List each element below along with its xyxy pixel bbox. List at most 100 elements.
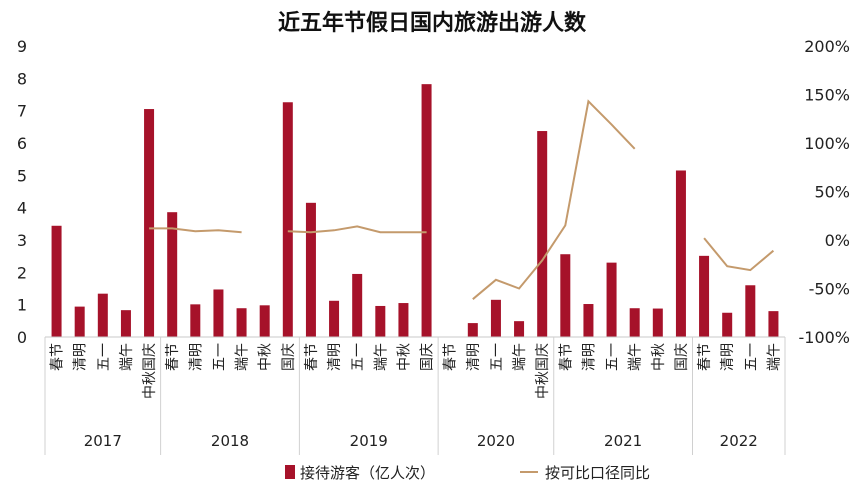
left-tick-label: 8: [17, 69, 27, 88]
legend-line-label: 按可比口径同比: [545, 464, 650, 482]
bar: [329, 300, 340, 337]
category-label: 清明: [73, 343, 89, 371]
category-label: 中秋国庆: [535, 343, 551, 399]
left-axis: 0 1 2 3 4 5 6 7 8 9: [17, 37, 27, 347]
year-label: 2022: [720, 432, 758, 450]
year-label: 2020: [477, 432, 515, 450]
yoy-line-segment: [703, 237, 775, 272]
bar: [74, 306, 85, 337]
bar: [167, 212, 178, 337]
yoy-line-segment: [149, 227, 242, 234]
category-label: 端午: [512, 343, 528, 371]
bar: [629, 308, 640, 337]
left-tick-label: 4: [17, 199, 27, 218]
bar: [259, 305, 270, 337]
right-axis: -100% -50% 0% 50% 100% 150% 200%: [798, 37, 850, 347]
bar: [606, 262, 617, 337]
line-series: [149, 99, 775, 300]
category-label: 国庆: [674, 343, 690, 371]
bar: [282, 102, 293, 337]
bar: [421, 84, 432, 337]
category-label: 清明: [581, 343, 597, 371]
x-axis: 春节 清明 五一 端午 中秋国庆 春节 清明 五一 端午 中秋 国庆 春节 清明 五一 端午 中秋 国庆 春节 清明…: [44, 336, 786, 455]
bar: [675, 170, 686, 337]
category-label: 清明: [327, 343, 343, 371]
bar: [537, 131, 548, 337]
legend-bar-label: 接待游客（亿人次）: [300, 464, 435, 482]
category-label: 端午: [766, 343, 782, 371]
year-label: 2017: [84, 432, 122, 450]
category-label: 春节: [558, 343, 574, 371]
category-label: 春节: [443, 343, 459, 371]
category-label: 清明: [466, 343, 482, 371]
left-tick-label: 3: [17, 231, 27, 250]
bar: [190, 304, 201, 337]
bar: [699, 255, 710, 337]
left-tick-label: 5: [17, 166, 27, 185]
right-tick-label: -50%: [809, 280, 850, 299]
legend-bar-swatch: [285, 465, 295, 479]
bar: [213, 289, 224, 337]
left-tick-label: 0: [17, 328, 27, 347]
bar: [467, 323, 478, 337]
right-tick-label: -100%: [798, 328, 850, 347]
bar: [236, 308, 247, 337]
bar: [305, 202, 316, 337]
bar: [144, 109, 155, 337]
category-label: 五一: [350, 343, 366, 371]
left-tick-label: 7: [17, 102, 27, 121]
category-label: 端午: [235, 343, 251, 371]
bar: [375, 305, 386, 337]
category-label: 春节: [50, 343, 66, 371]
year-label: 2021: [604, 432, 642, 450]
category-label: 五一: [605, 343, 621, 371]
category-label: 五一: [743, 343, 759, 371]
category-label: 清明: [720, 343, 736, 371]
category-label: 中秋: [651, 343, 667, 371]
category-label: 端午: [628, 343, 644, 371]
category-label: 五一: [211, 343, 227, 371]
left-tick-label: 6: [17, 134, 27, 153]
bar: [97, 293, 108, 337]
right-tick-label: 0%: [825, 231, 850, 250]
category-label: 国庆: [281, 343, 297, 371]
category-label: 春节: [165, 343, 181, 371]
yoy-line-segment: [287, 225, 427, 234]
bar-series: [51, 84, 779, 337]
left-tick-label: 9: [17, 37, 27, 56]
bar: [745, 285, 756, 337]
left-tick-label: 2: [17, 263, 27, 282]
category-label: 中秋: [258, 343, 274, 371]
right-tick-label: 200%: [804, 37, 850, 56]
bar: [490, 299, 501, 337]
category-label: 国庆: [420, 343, 436, 371]
category-label: 春节: [697, 343, 713, 371]
year-label: 2018: [211, 432, 249, 450]
bar: [398, 303, 409, 337]
right-tick-label: 100%: [804, 134, 850, 153]
yoy-line-segment: [472, 99, 636, 300]
bar: [352, 273, 363, 337]
bar: [722, 312, 733, 337]
legend: 接待游客（亿人次） 按可比口径同比: [285, 464, 650, 482]
category-label: 端午: [373, 343, 389, 371]
bar: [120, 310, 131, 337]
category-label: 清明: [188, 343, 204, 371]
category-label: 春节: [304, 343, 320, 371]
category-label: 五一: [96, 343, 112, 371]
right-tick-label: 50%: [814, 183, 850, 202]
bar: [560, 254, 571, 337]
bar: [768, 311, 779, 337]
bar: [652, 308, 663, 337]
chart-title: 近五年节假日国内旅游出游人数: [278, 10, 587, 36]
bar: [51, 225, 62, 337]
year-label: 2019: [350, 432, 388, 450]
left-tick-label: 1: [17, 296, 27, 315]
category-label: 五一: [489, 343, 505, 371]
right-tick-label: 150%: [804, 86, 850, 105]
category-label: 中秋国庆: [142, 343, 158, 399]
category-label: 中秋: [396, 343, 412, 371]
bar: [514, 321, 525, 337]
category-label: 端午: [119, 343, 135, 371]
